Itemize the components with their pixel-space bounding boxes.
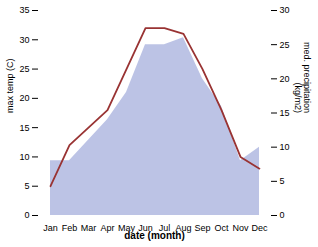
html-text:May Jun: May Jun [118, 222, 153, 233]
svg-text:Dec: Dec [251, 223, 268, 233]
svg-text:5: 5 [280, 176, 285, 186]
svg-text:15: 15 [280, 108, 290, 118]
svg-text:20: 20 [280, 74, 290, 84]
svg-text:Mar: Mar [81, 223, 97, 233]
svg-text:30: 30 [280, 5, 290, 15]
svg-text:date (month): date (month) [124, 230, 185, 241]
svg-text:25: 25 [19, 64, 29, 74]
svg-text:Aug: Aug [175, 222, 192, 233]
svg-text:Sep: Sep [194, 223, 210, 233]
svg-text:Nov: Nov [232, 223, 249, 233]
svg-text:35: 35 [19, 5, 29, 15]
svg-text:20: 20 [19, 93, 29, 103]
svg-text:Jul: Jul [158, 222, 171, 233]
svg-text:Oct: Oct [214, 223, 229, 233]
svg-text:10: 10 [280, 142, 290, 152]
svg-text:15: 15 [19, 123, 29, 133]
svg-text:5: 5 [24, 181, 29, 191]
svg-text:med. precipitation(kg/m2): med. precipitation(kg/m2) [293, 42, 312, 113]
svg-text:Apr: Apr [100, 223, 114, 233]
svg-text:0: 0 [280, 210, 285, 220]
svg-text:max temp (C): max temp (C) [5, 58, 15, 113]
svg-text:10: 10 [19, 152, 29, 162]
svg-text:25: 25 [280, 40, 290, 50]
svg-text:Jan: Jan [43, 223, 58, 233]
svg-text:Feb: Feb [62, 223, 78, 233]
svg-text:30: 30 [19, 35, 29, 45]
svg-text:0: 0 [24, 210, 29, 220]
